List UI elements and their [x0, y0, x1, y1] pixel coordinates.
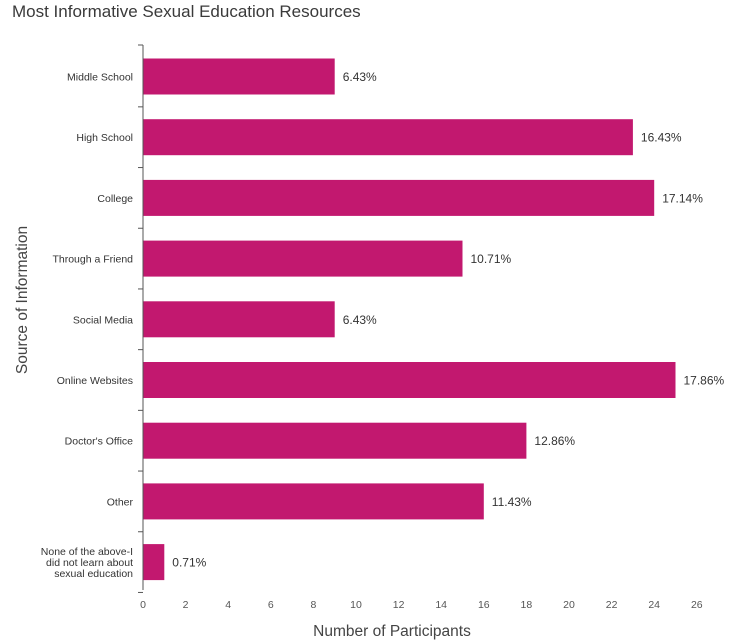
x-tick-label: 10 [350, 599, 362, 611]
y-axis-title: Source of Information [14, 226, 31, 374]
x-tick-label: 16 [478, 599, 490, 611]
x-tick-label: 22 [606, 599, 618, 611]
category-label: Online Websites [57, 375, 133, 387]
x-tick-label: 12 [393, 599, 405, 611]
bar [143, 58, 335, 95]
category-label: Social Media [73, 314, 133, 326]
category-label: Other [107, 496, 134, 508]
chart-title: Most Informative Sexual Education Resour… [12, 2, 361, 21]
x-tick-label: 8 [310, 599, 316, 611]
bar [143, 422, 527, 459]
x-axis-title: Number of Participants [313, 623, 471, 640]
bar [143, 179, 655, 216]
x-tick-label: 14 [435, 599, 447, 611]
data-label: 10.71% [471, 252, 512, 266]
bar [143, 240, 463, 277]
data-label: 6.43% [343, 70, 377, 84]
category-label: Through a Friend [52, 254, 133, 266]
bar [143, 119, 633, 156]
bar [143, 301, 335, 338]
bars-layer: 6.43% 16.43% 17.14% 10.71% 6.43% 17.86% 12.86%… [143, 58, 725, 581]
bar [143, 544, 165, 581]
data-label: 16.43% [641, 131, 682, 145]
x-tick-label: 24 [648, 599, 660, 611]
x-tick-label: 20 [563, 599, 575, 611]
data-label: 11.43% [492, 495, 532, 509]
category-label: Doctor's Office [65, 436, 133, 448]
data-label: 12.86% [534, 434, 575, 448]
category-label: Middle School [67, 72, 133, 84]
category-label: College [97, 193, 133, 205]
data-label: 6.43% [343, 313, 377, 327]
x-tick-label: 2 [183, 599, 189, 611]
category-label: High School [76, 132, 133, 144]
data-label: 17.14% [662, 191, 703, 205]
bar [143, 483, 484, 520]
x-tick-label: 0 [140, 599, 146, 611]
data-label: 17.86% [684, 374, 725, 388]
x-tick-label: 26 [691, 599, 703, 611]
x-tick-label: 4 [225, 599, 231, 611]
bar [143, 362, 676, 398]
x-tick-label: 18 [521, 599, 533, 611]
data-label: 0.71% [172, 556, 206, 570]
category-label: None of the above-I did not learn about se… [41, 546, 133, 580]
x-tick-label: 6 [268, 599, 274, 611]
